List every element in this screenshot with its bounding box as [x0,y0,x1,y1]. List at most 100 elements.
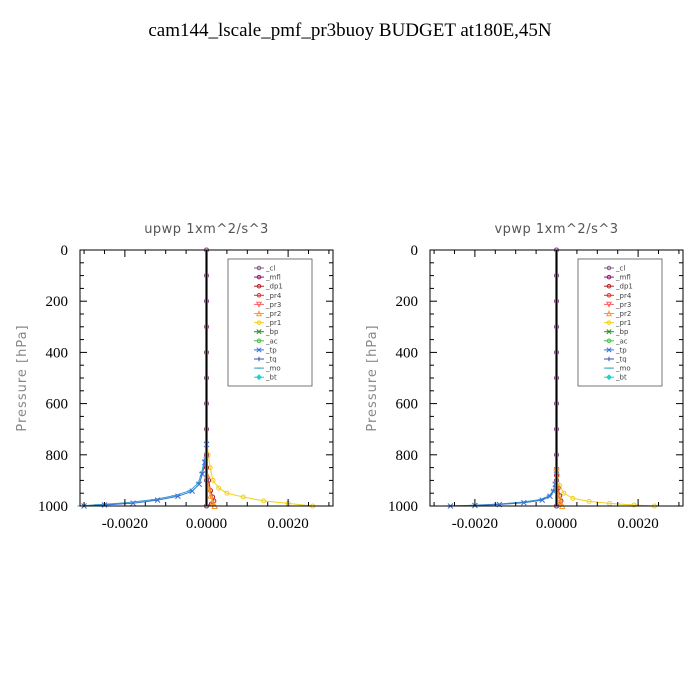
legend-label: _bt [265,374,277,382]
data-point [199,471,206,477]
data-point [521,499,527,506]
legend-marker [256,293,262,298]
legend-marker [256,338,262,344]
legend-label: _pr3 [265,301,281,309]
legend-marker [605,301,613,308]
x-tick-label: -0.0020 [452,516,498,532]
legend-label: _pr4 [265,292,282,300]
legend-marker [606,274,612,280]
data-point [539,497,546,503]
figure-title: cam144_lscale_pmf_pr3buoy BUDGET at180E,… [148,20,552,41]
legend-label: _bp [615,328,629,336]
data-point [586,498,592,504]
y-tick-label: 800 [46,448,69,464]
legend-label: _cl [615,265,625,273]
legend: _cl_mfl_dp1_pr4_pr3_pr2_pr1_bp_ac_tp_tq_… [577,258,663,387]
legend-marker [606,293,612,298]
legend-label: _pr2 [615,310,631,318]
legend-marker [606,283,612,289]
x-tick-label: 0.0000 [186,516,227,532]
y-tick-label: 600 [396,397,419,413]
legend-label: _bp [265,328,279,336]
series-line [79,441,207,507]
legend-label: _mo [265,365,281,373]
legend-marker [606,347,612,353]
y-axis-label: Pressure [hPa] [15,324,30,431]
y-tick-label: 200 [396,294,419,310]
legend-label: _bt [615,374,627,382]
legend-marker [606,356,612,362]
data-point [240,494,246,500]
legend-marker [606,338,612,344]
legend-marker [255,310,263,317]
legend-marker [255,301,263,308]
legend-marker [606,329,612,335]
series-line [450,470,557,507]
y-tick-label: 400 [396,345,419,361]
legend: _cl_mfl_dp1_pr4_pr3_pr2_pr1_bp_ac_tp_tq_… [227,258,313,387]
legend-label: _dp1 [265,283,283,291]
x-tick-label: -0.0020 [102,516,148,532]
legend-label: _pr4 [615,292,632,300]
data-point [130,500,136,507]
legend-marker [606,265,612,271]
y-tick-label: 200 [46,294,69,310]
chart-panel-1: upwp 1xm^2/s^3 Pressure [hPa] 0 200 400 600 80… [15,222,334,532]
legend-label: _dp1 [615,283,633,291]
legend-marker [256,374,262,381]
y-tick-label: 0 [411,243,419,259]
data-point [207,492,214,499]
legend-marker [606,320,612,325]
legend-label: _ac [265,337,278,345]
legend-label: _pr3 [615,301,631,309]
legend-label: _ac [615,337,628,345]
y-tick-label: 800 [396,448,419,464]
series-pr1 [554,452,657,509]
legend-label: _mfl [265,274,281,282]
data-point [261,498,267,504]
data-point [607,500,613,506]
series-mo [77,441,209,507]
legend-marker [256,274,262,280]
x-tick-label: 0.0020 [617,516,658,532]
y-tick-label: 0 [61,243,69,259]
series-line [556,454,655,507]
data-point [631,502,637,508]
legend-marker [256,329,262,335]
legend-label: _tp [265,346,277,354]
data-point [216,485,222,491]
data-point [570,495,576,501]
legend-label: _pr2 [265,310,281,318]
data-point [224,490,230,496]
data-point [556,498,564,506]
y-axis-label: Pressure [hPa] [365,324,380,431]
data-point [189,488,196,495]
series-tp [447,467,560,509]
legend-box [227,258,313,387]
data-point [154,497,161,503]
series-tp [81,441,210,509]
legend-marker [256,265,262,271]
legend-label: _tq [615,356,627,364]
series-line [206,429,313,507]
data-point [547,493,553,500]
panel-title: vpwp 1xm^2/s^3 [494,222,618,237]
panel-title: upwp 1xm^2/s^3 [144,222,269,237]
legend-label: _pr1 [615,319,631,327]
series-pr1 [204,426,316,509]
data-point [561,490,567,496]
y-tick-label: 1000 [38,499,68,515]
legend-label: _tq [265,356,277,364]
legend-marker [605,310,613,317]
x-tick-label: 0.0020 [267,516,308,532]
chart-panel-2: vpwp 1xm^2/s^3 Pressure [hPa] 0 200 400 600 80… [365,222,684,532]
legend-marker [256,320,262,325]
legend-marker [606,374,612,381]
data-point [196,481,203,488]
data-point [175,493,181,500]
x-tick-label: 0.0000 [536,516,577,532]
y-tick-label: 600 [46,397,69,413]
legend-marker [256,283,262,289]
legend-label: _mo [615,365,631,373]
